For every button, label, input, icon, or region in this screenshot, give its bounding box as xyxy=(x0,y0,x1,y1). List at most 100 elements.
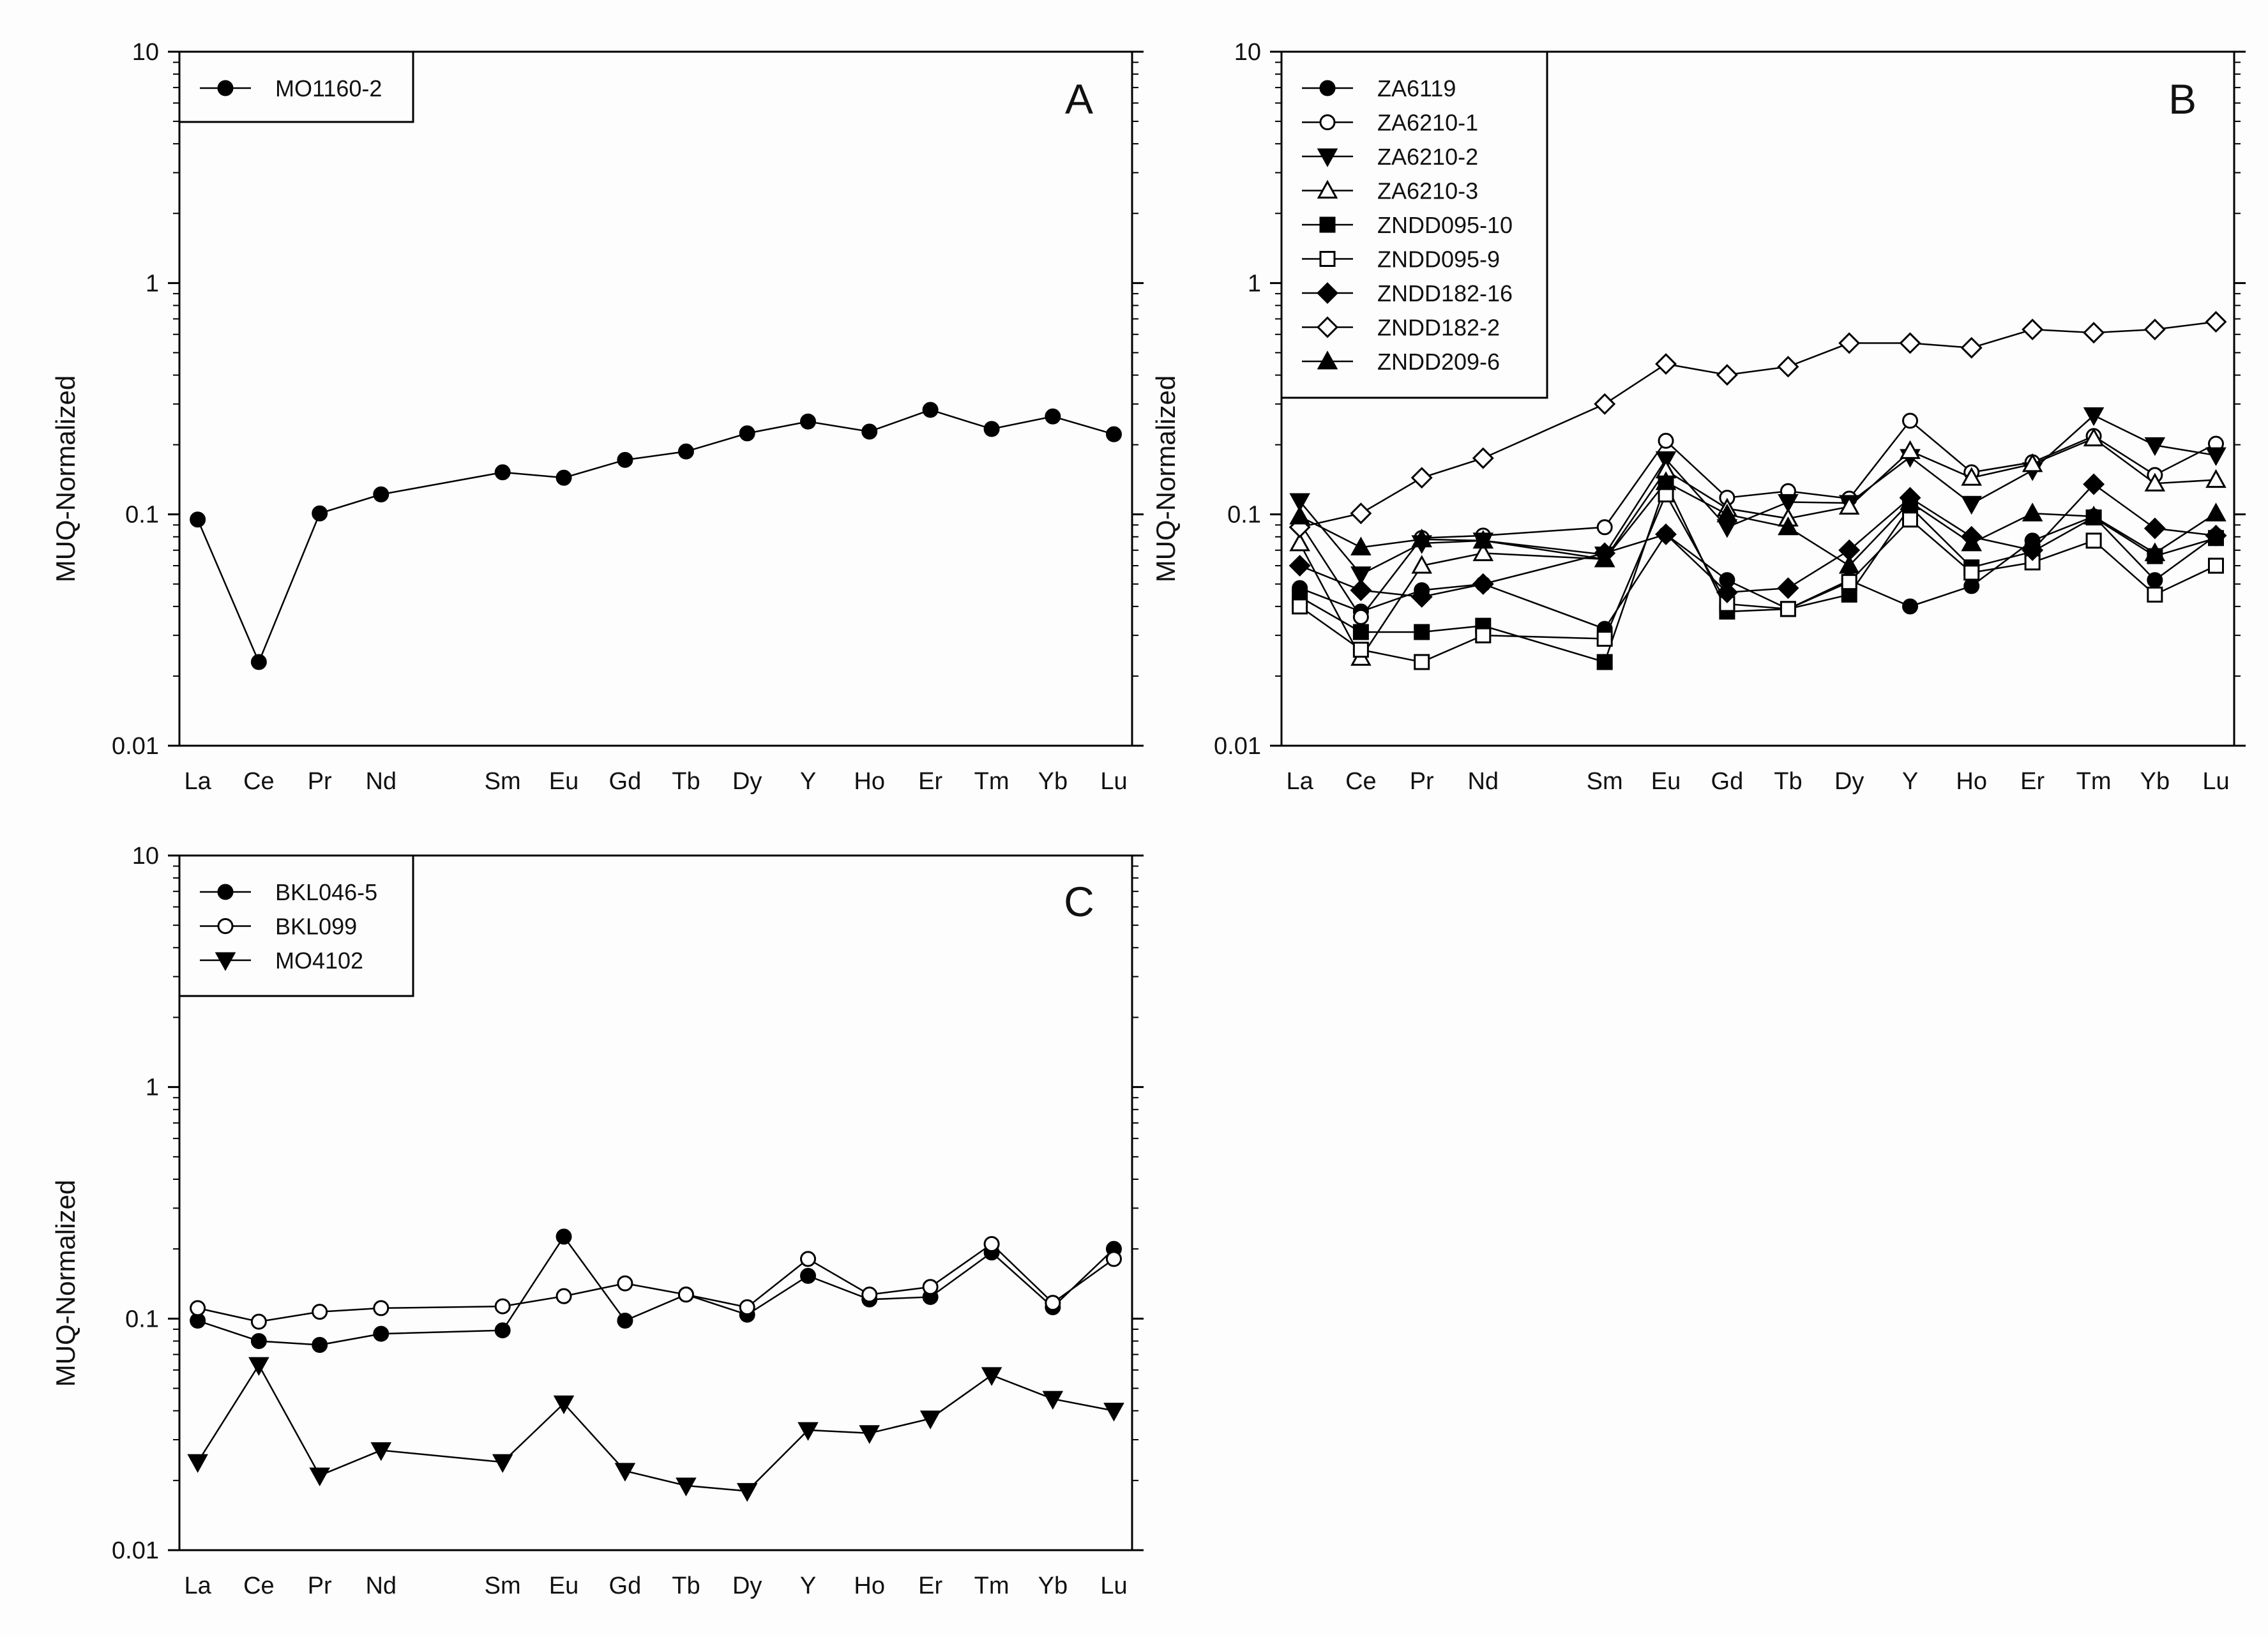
plot-frame xyxy=(178,854,1133,1551)
legend-label: ZA6210-3 xyxy=(1377,178,1478,204)
y-tick-label: 10 xyxy=(132,39,159,66)
x-tick-label: Pr xyxy=(308,1573,332,1599)
x-tick-label: Dy xyxy=(732,1573,762,1599)
data-point xyxy=(981,1367,1002,1386)
data-point xyxy=(1289,493,1310,512)
data-point xyxy=(2083,473,2105,495)
data-point xyxy=(1352,624,1369,640)
data-point xyxy=(677,1286,694,1303)
legend-label: ZNDD095-9 xyxy=(1377,246,1500,273)
data-point xyxy=(553,1395,575,1415)
legend-label: ZNDD209-6 xyxy=(1377,349,1500,375)
x-tick-label: La xyxy=(1286,768,1313,795)
data-point xyxy=(2205,502,2226,522)
x-tick-label: Gd xyxy=(609,768,642,795)
data-point xyxy=(1716,503,1738,523)
y-tick-label: 10 xyxy=(1234,39,1261,66)
y-tick-label: 0.01 xyxy=(112,733,159,760)
data-point xyxy=(2144,472,2166,492)
x-tick-label: Dy xyxy=(732,768,762,795)
data-point xyxy=(2083,322,2105,344)
data-point xyxy=(190,1300,206,1316)
legend-label: ZA6210-2 xyxy=(1377,144,1478,170)
legend-label: ZA6119 xyxy=(1377,75,1456,102)
data-point xyxy=(250,654,267,670)
series-zndd209-6 xyxy=(1289,471,2226,574)
data-point xyxy=(739,1299,755,1315)
legend-marker xyxy=(1317,316,1338,338)
y-tick-label: 10 xyxy=(132,843,159,870)
data-point xyxy=(1838,332,1861,354)
data-point xyxy=(2143,319,2166,341)
x-tick-label: Nd xyxy=(365,768,397,795)
x-tick-label: Eu xyxy=(1651,768,1681,795)
data-point xyxy=(1289,532,1310,552)
data-point xyxy=(1777,356,1799,378)
x-tick-label: Tm xyxy=(2076,768,2112,795)
data-point xyxy=(373,1325,389,1342)
data-point xyxy=(798,1422,819,1441)
data-point xyxy=(1414,654,1430,670)
legend-marker xyxy=(1317,179,1338,199)
legend-marker xyxy=(217,884,234,900)
x-tick-label: Lu xyxy=(2202,768,2229,795)
data-point xyxy=(1410,585,1433,608)
data-point xyxy=(556,1288,572,1304)
data-point xyxy=(617,1313,633,1329)
data-point xyxy=(1414,624,1430,640)
data-point xyxy=(983,1235,1000,1252)
y-axis-label: MUQ-Normalized xyxy=(1151,375,1181,582)
data-point xyxy=(800,1267,817,1284)
panel-a: MUQ-Normalized A 0.01 0.1 1 10 La Ce Pr Nd Sm Eu G… xyxy=(50,39,1144,795)
x-tick-label: Dy xyxy=(1834,768,1864,795)
data-point xyxy=(2144,542,2166,561)
data-point xyxy=(248,1357,269,1376)
data-point xyxy=(1780,601,1796,617)
x-tick-label: Tb xyxy=(672,768,700,795)
x-tick-label: Lu xyxy=(1100,1573,1127,1599)
data-point xyxy=(1105,1251,1122,1267)
data-point xyxy=(2022,539,2044,561)
data-point xyxy=(312,505,328,522)
x-tick-label: Ce xyxy=(243,768,275,795)
data-point xyxy=(677,443,694,460)
data-point xyxy=(1838,495,1860,515)
y-tick-label: 0.1 xyxy=(125,1306,159,1332)
data-point xyxy=(373,486,389,502)
y-tick-label: 1 xyxy=(146,1075,159,1101)
data-point xyxy=(494,1322,511,1339)
x-tick-label: Nd xyxy=(365,1573,397,1599)
data-point xyxy=(187,1454,208,1473)
data-point xyxy=(1472,529,1494,549)
legend: MO1160-2 xyxy=(178,50,414,123)
data-point xyxy=(617,451,633,468)
legend-marker xyxy=(217,80,234,96)
data-point xyxy=(2083,407,2105,426)
legend-label: ZNDD095-10 xyxy=(1377,212,1513,238)
y-axis-label: MUQ-Normalized xyxy=(50,1180,80,1387)
data-point xyxy=(1900,440,1921,459)
legend-label: BKL099 xyxy=(275,914,357,940)
data-point xyxy=(1902,412,1919,429)
x-tick-label: Eu xyxy=(549,1573,578,1599)
x-tick-label: Tb xyxy=(672,1573,700,1599)
data-point xyxy=(1961,467,1982,486)
data-point xyxy=(2022,502,2043,522)
data-point xyxy=(492,1454,513,1473)
x-tick-label: Pr xyxy=(308,768,332,795)
data-point xyxy=(1778,516,1799,536)
y-tick-label: 0.1 xyxy=(1227,502,1261,529)
data-point xyxy=(309,1467,330,1486)
data-point xyxy=(250,1313,267,1330)
data-point xyxy=(1658,432,1674,449)
data-point xyxy=(922,1279,939,1295)
data-point xyxy=(1716,581,1738,603)
data-point xyxy=(1655,471,1677,490)
data-point xyxy=(614,1463,636,1482)
data-point xyxy=(2147,572,2163,589)
data-point xyxy=(1655,523,1677,545)
data-point xyxy=(1596,519,1613,536)
x-tick-label: Yb xyxy=(2140,768,2170,795)
data-point xyxy=(373,1300,389,1316)
x-tick-label: Sm xyxy=(1587,768,1623,795)
